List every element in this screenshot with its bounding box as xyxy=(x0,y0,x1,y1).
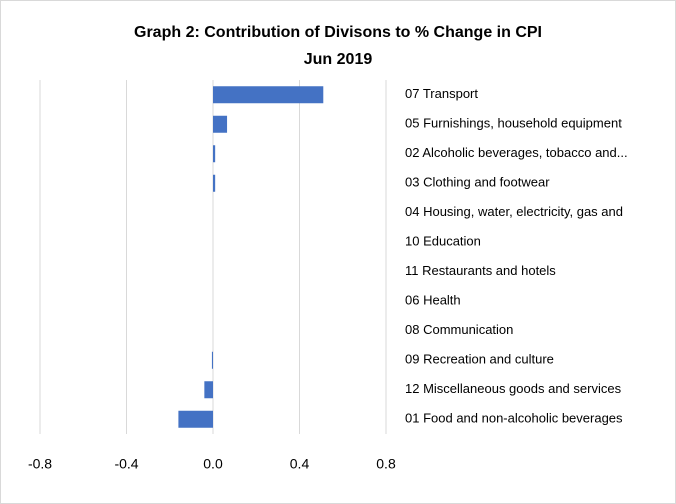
category-label: 04 Housing, water, electricity, gas and xyxy=(405,204,623,219)
x-tick-label: 0.0 xyxy=(203,456,223,472)
category-label: 10 Education xyxy=(405,234,481,249)
bar xyxy=(213,174,216,192)
category-label: 02 Alcoholic beverages, tobacco and... xyxy=(405,145,628,160)
category-label: 09 Recreation and culture xyxy=(405,352,554,367)
category-label: 07 Transport xyxy=(405,86,478,101)
bar xyxy=(211,351,213,369)
category-label: 12 Miscellaneous goods and services xyxy=(405,381,622,396)
x-tick-label: 0.4 xyxy=(290,456,310,472)
bar xyxy=(213,86,324,104)
x-tick-label: -0.8 xyxy=(28,456,52,472)
category-label: 11 Restaurants and hotels xyxy=(405,263,556,278)
chart-subtitle: Jun 2019 xyxy=(304,51,373,68)
category-label: 05 Furnishings, household equipment xyxy=(405,116,622,131)
category-label: 08 Communication xyxy=(405,322,513,337)
category-label: 06 Health xyxy=(405,293,461,308)
bar xyxy=(213,145,216,163)
category-label: 03 Clothing and footwear xyxy=(405,175,550,190)
bar xyxy=(204,381,213,399)
category-label: 01 Food and non-alcoholic beverages xyxy=(405,411,623,426)
chart-title: Graph 2: Contribution of Divisons to % C… xyxy=(134,24,542,41)
x-tick-label: 0.8 xyxy=(376,456,396,472)
bar xyxy=(178,410,213,428)
bar xyxy=(213,115,228,133)
x-tick-label: -0.4 xyxy=(114,456,138,472)
